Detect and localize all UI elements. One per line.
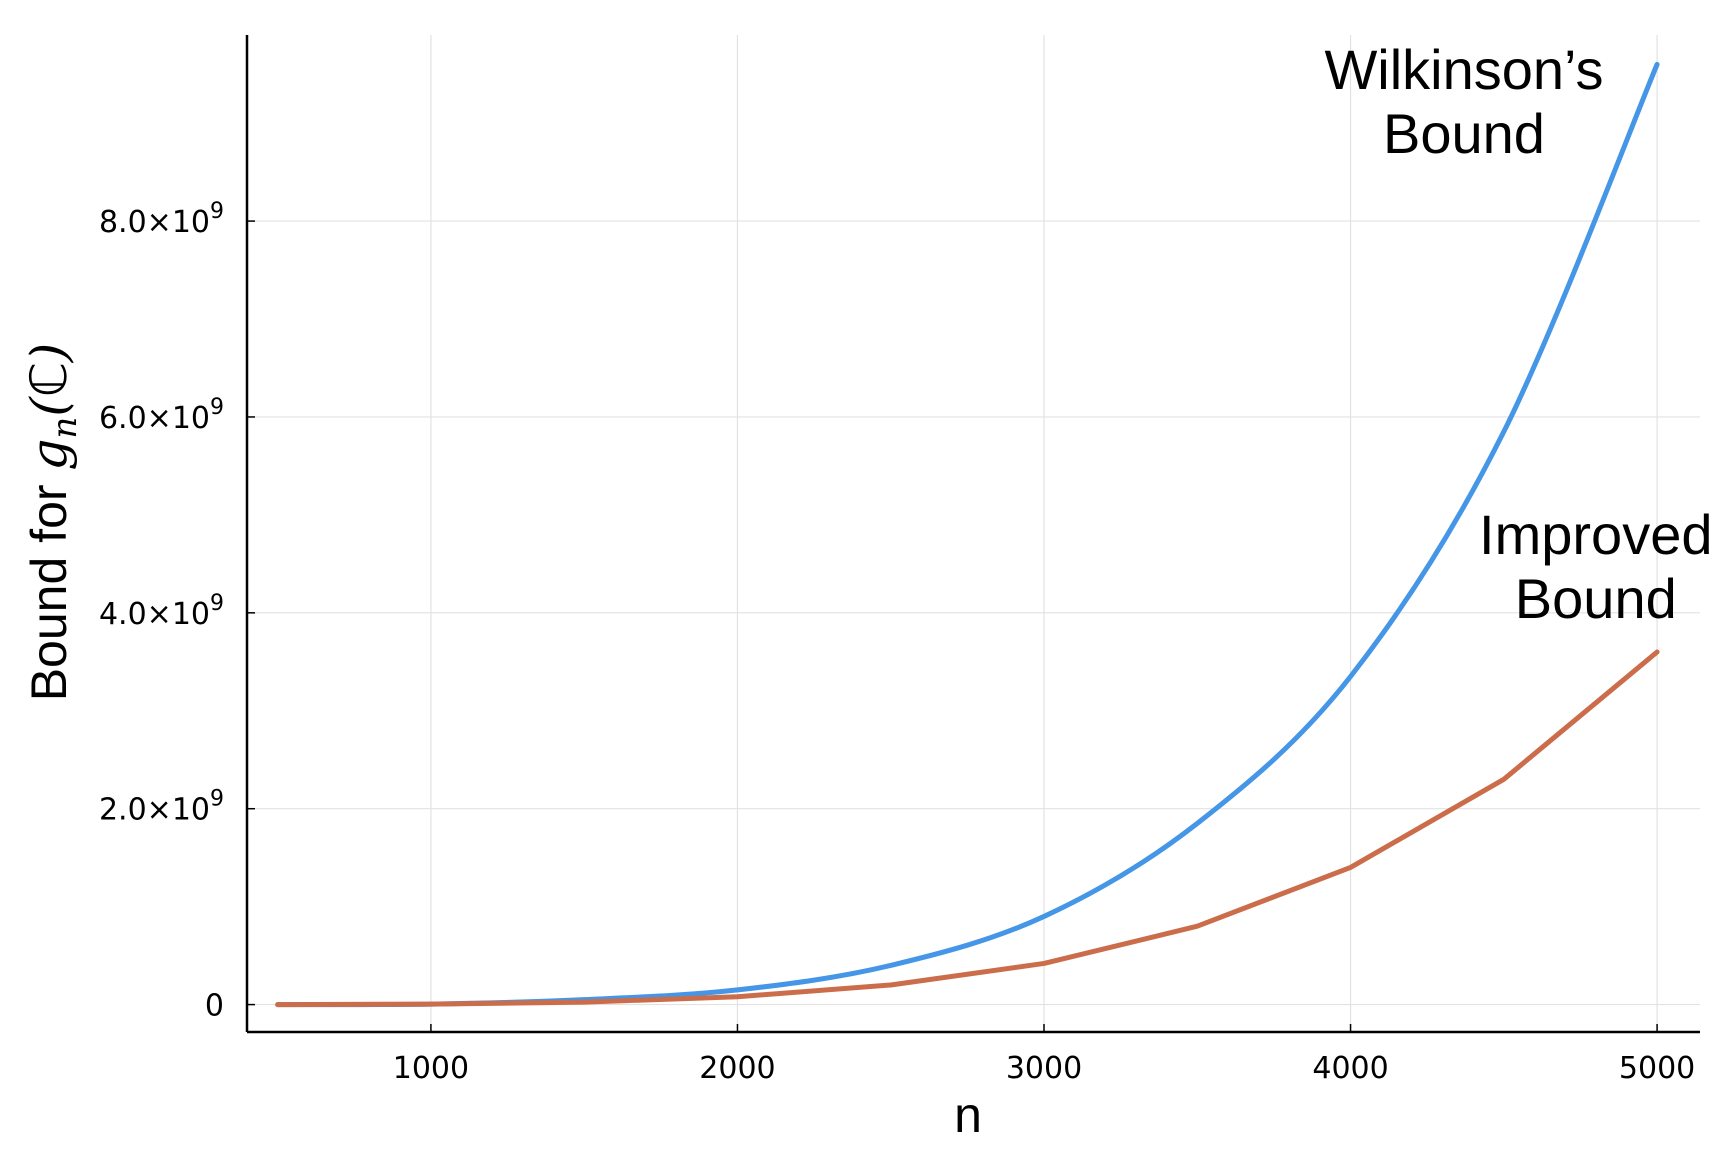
y-tick-exponent: 9 bbox=[210, 787, 224, 812]
y-tick-mantissa: 0 bbox=[205, 989, 224, 1024]
x-tick-label: 3000 bbox=[1006, 1051, 1082, 1086]
y-axis-title-close-paren: ) bbox=[20, 343, 78, 364]
y-tick-exponent: 9 bbox=[210, 199, 224, 224]
annotation-text: Bound bbox=[1515, 567, 1677, 630]
y-axis-title: Bound for gn(ℂ) bbox=[20, 343, 85, 702]
y-tick-mantissa: 8.0×10 bbox=[99, 205, 210, 240]
y-axis-title-prefix: Bound for bbox=[21, 471, 77, 702]
y-axis-title-subscript: n bbox=[45, 417, 85, 439]
y-tick-mantissa: 2.0×10 bbox=[99, 793, 210, 828]
y-tick-exponent: 9 bbox=[210, 395, 224, 420]
y-tick-mantissa: 4.0×10 bbox=[99, 597, 210, 632]
series-line-improved bbox=[275, 649, 1660, 1008]
x-tick-label: 4000 bbox=[1312, 1051, 1388, 1086]
annotation-text: Improved bbox=[1479, 503, 1712, 566]
y-tick-label: 4.0×109 bbox=[99, 591, 224, 632]
annotation-text: Bound bbox=[1383, 102, 1545, 165]
x-tick-label: 1000 bbox=[393, 1051, 469, 1086]
series-line-wilkinson bbox=[275, 61, 1660, 1008]
x-axis-title: n bbox=[954, 1087, 982, 1143]
x-tick-label: 5000 bbox=[1619, 1051, 1695, 1086]
series-lines bbox=[275, 61, 1660, 1008]
y-axis-title-symbol: g bbox=[20, 439, 78, 471]
x-tick-label: 2000 bbox=[699, 1051, 775, 1086]
y-tick-mantissa: 6.0×10 bbox=[99, 401, 210, 436]
annotation-text: Wilkinson’s bbox=[1324, 38, 1603, 101]
y-axis-title-open-paren: ( bbox=[20, 396, 78, 417]
y-tick-label: 0 bbox=[205, 989, 224, 1024]
x-tick-labels: 1000 2000 3000 4000 5000 bbox=[393, 1051, 1696, 1086]
y-tick-label: 6.0×109 bbox=[99, 395, 224, 436]
y-tick-label: 8.0×109 bbox=[99, 199, 224, 240]
y-tick-label: 2.0×109 bbox=[99, 787, 224, 828]
axes bbox=[245, 35, 1700, 1034]
y-tick-exponent: 9 bbox=[210, 591, 224, 616]
y-axis-title-field: ℂ bbox=[20, 362, 78, 397]
